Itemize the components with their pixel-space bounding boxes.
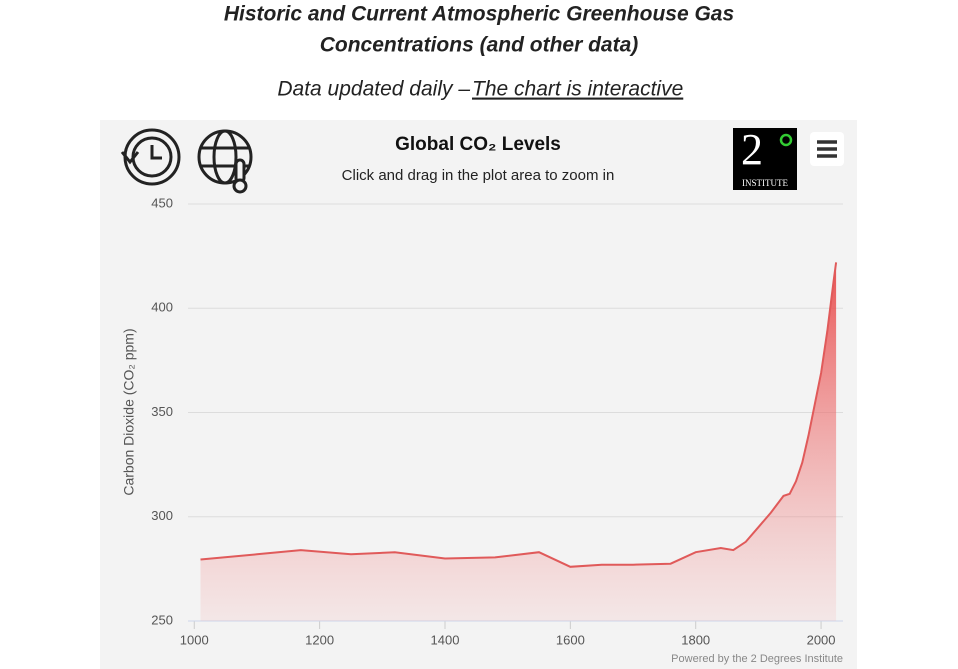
x-tick-label: 1800 xyxy=(681,632,710,647)
line xyxy=(200,262,838,568)
climate-icon[interactable] xyxy=(197,129,253,194)
credits: Powered by the 2 Degrees Institute xyxy=(671,653,843,665)
logo-degree xyxy=(779,133,793,147)
x-tick-label: 1000 xyxy=(180,632,209,647)
x-tick-label: 2000 xyxy=(807,632,836,647)
chart-subtitle: Click and drag in the plot area to zoom … xyxy=(342,167,615,184)
history-icon[interactable] xyxy=(120,128,181,186)
y-tick-label: 250 xyxy=(151,612,173,627)
y-tick-label: 400 xyxy=(151,300,173,315)
chart-title: Global CO₂ Levels xyxy=(395,134,561,155)
y-tick-label: 300 xyxy=(151,508,173,523)
x-tick-label: 1200 xyxy=(305,632,334,647)
page-title: Concentrations (and other data) xyxy=(320,34,639,57)
logo-mark: 2 xyxy=(741,125,763,174)
y-axis-label: Carbon Dioxide (CO₂ ppm) xyxy=(121,328,137,495)
page-subtitle: Data updated daily – xyxy=(277,78,470,101)
logo xyxy=(733,128,797,190)
menu-button[interactable] xyxy=(810,132,844,166)
y-tick-label: 450 xyxy=(151,195,173,210)
page-title: Historic and Current Atmospheric Greenho… xyxy=(224,3,734,26)
area-fill xyxy=(200,262,837,621)
x-tick-label: 1600 xyxy=(556,632,585,647)
logo-text: INSTITUTE xyxy=(742,178,788,188)
x-tick-label: 1400 xyxy=(431,632,460,647)
chart-link[interactable]: The chart is interactive xyxy=(472,78,683,101)
y-tick-label: 350 xyxy=(151,404,173,419)
